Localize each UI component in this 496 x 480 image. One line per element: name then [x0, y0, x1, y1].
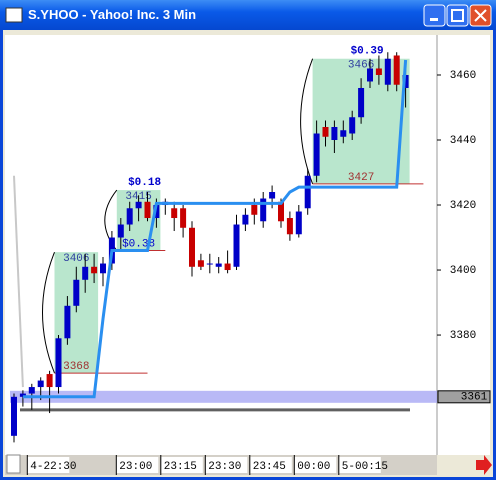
x-tick-cell	[160, 457, 203, 473]
maximize-glyph	[451, 9, 464, 22]
candle-body	[358, 87, 365, 118]
x-tick-label: 4-22:30	[30, 461, 76, 473]
candle-body	[19, 393, 26, 397]
x-tick-cell	[249, 457, 292, 473]
candle-body	[375, 68, 382, 75]
x-tick-label: 23:45	[253, 461, 286, 473]
close-glyph	[474, 9, 487, 22]
candle-body	[367, 68, 373, 82]
minimize-button[interactable]	[423, 4, 446, 27]
x-tick-label: 23:30	[208, 461, 241, 473]
price-band	[10, 390, 437, 403]
candle-body	[11, 396, 17, 436]
candle-body	[322, 126, 329, 137]
maximize-button[interactable]	[446, 4, 469, 27]
candle-body	[144, 201, 151, 219]
candle-body	[153, 205, 160, 219]
candle-body	[28, 387, 35, 394]
title-bar: S.YHOO - Yahoo! Inc. 3 Min	[0, 0, 496, 30]
x-tick-label: 23:00	[119, 461, 152, 473]
candle-body	[393, 55, 400, 85]
zone-label: 3406	[63, 253, 89, 265]
candle-body	[55, 338, 62, 388]
x-tick-cell	[294, 457, 337, 473]
candle-body	[331, 126, 338, 140]
candle-body	[215, 263, 222, 267]
y-tick-label: 3400	[450, 265, 476, 277]
candle-body	[135, 201, 142, 209]
candle-body	[197, 260, 204, 267]
indicator-line	[13, 175, 24, 388]
zone-label: $0.39	[351, 46, 384, 58]
candle-body	[91, 266, 98, 274]
candle-body	[189, 227, 195, 267]
y-tick-label: 3380	[450, 330, 476, 342]
candle-body	[304, 175, 311, 209]
x-tick-cell	[27, 457, 70, 473]
zone-label: 3427	[348, 172, 374, 184]
candle-body	[37, 380, 44, 388]
candle-body	[82, 266, 89, 280]
last-price-box	[437, 390, 491, 404]
candle-body	[117, 224, 124, 238]
x-tick-cell	[205, 457, 248, 473]
zone-label: 3368	[63, 361, 89, 373]
zone-label: $0.18	[128, 177, 161, 189]
scroll-arrow[interactable]	[476, 455, 492, 475]
candle-body	[313, 133, 320, 176]
candle-body	[100, 263, 106, 274]
candle-body	[384, 58, 391, 85]
x-tick-label: 5-00:15	[342, 461, 388, 473]
x-tick-cell	[338, 457, 381, 473]
candle-body	[224, 263, 231, 271]
x-tick-label: 23:15	[164, 461, 197, 473]
chart: 34063368$0.183415$0.38$0.393466342733803…	[3, 30, 493, 477]
candle-body	[286, 218, 293, 235]
candle-body	[73, 279, 80, 306]
candle-body	[171, 208, 178, 219]
candle-body	[349, 117, 356, 134]
candle-body	[260, 198, 267, 222]
y-tick-label: 3460	[450, 70, 476, 82]
candle-body	[64, 305, 71, 339]
candle-body	[126, 208, 133, 225]
candle-body	[242, 214, 249, 225]
x-tick-label: 00:00	[297, 461, 330, 473]
candle-body	[251, 205, 258, 215]
scroll-box[interactable]	[6, 454, 21, 474]
candle-body	[46, 374, 53, 388]
candle-body	[278, 201, 284, 222]
window-title: S.YHOO - Yahoo! Inc. 3 Min	[28, 7, 197, 22]
last-price-label: 3361	[461, 392, 488, 404]
candle-body	[180, 208, 187, 228]
app-icon	[5, 7, 23, 23]
price-axis	[437, 35, 490, 455]
y-tick-label: 3420	[450, 200, 476, 212]
minimize-glyph	[430, 18, 438, 21]
candle-body	[269, 192, 276, 199]
y-tick-label: 3440	[450, 135, 476, 147]
indicator-line	[22, 59, 408, 399]
candle-body	[206, 263, 213, 265]
zone-arc	[42, 251, 55, 374]
candle-body	[233, 224, 240, 267]
title-icons	[5, 4, 492, 27]
candle-body	[295, 211, 302, 235]
candle-body	[340, 130, 347, 137]
x-tick-cell	[116, 457, 159, 473]
